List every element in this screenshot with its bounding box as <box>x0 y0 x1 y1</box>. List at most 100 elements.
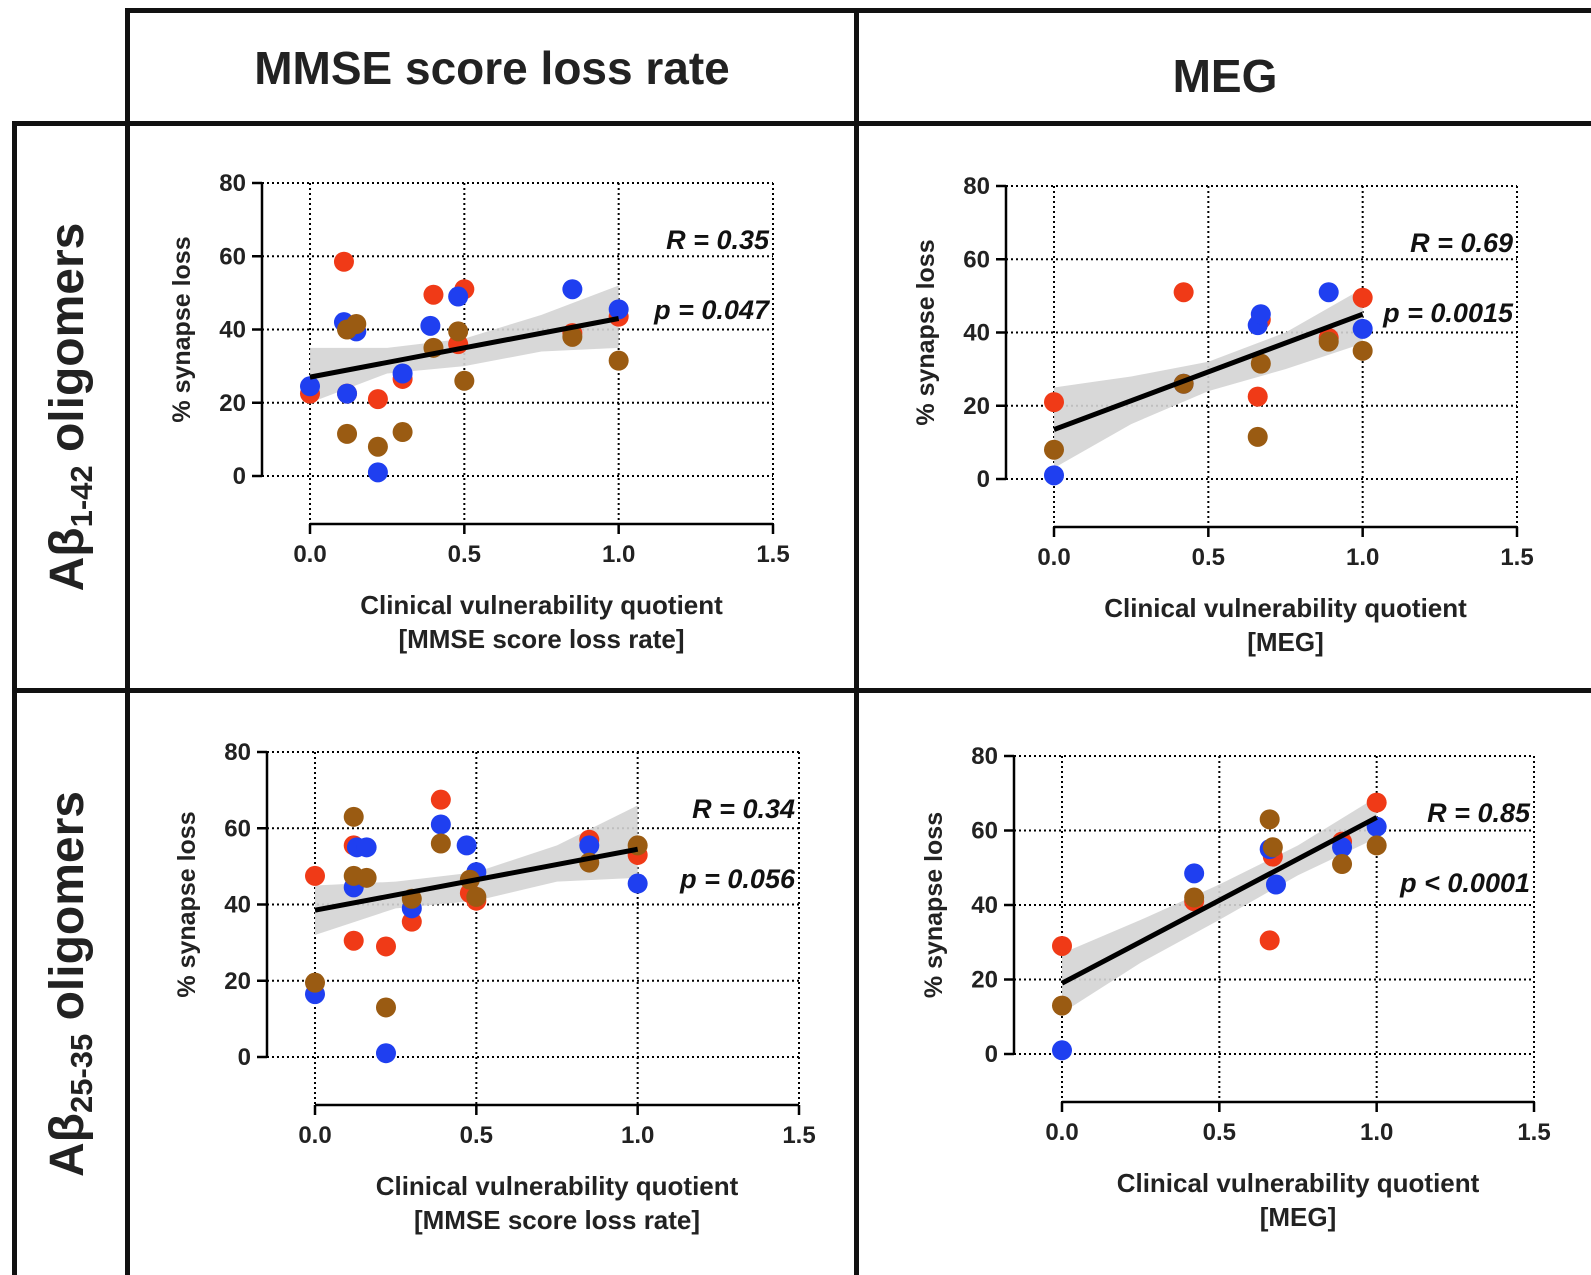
data-point-brown <box>356 867 377 888</box>
regression-line <box>309 316 620 380</box>
data-point-brown <box>392 422 413 443</box>
data-point-blue <box>1352 318 1373 339</box>
chart-svg: 0 20 40 60 80 0.0 0.5 1.0 1.5 % synapse loss Clini… <box>173 739 816 1235</box>
y-axis-label: % synapse loss <box>173 811 201 997</box>
x-tick-label: 0.5 <box>1203 1119 1236 1146</box>
data-point-blue <box>608 299 629 320</box>
p-value-annotation: p < 0.0001 <box>1399 868 1530 898</box>
y-tick-label: 0 <box>238 1044 251 1071</box>
table-border-header-bottom <box>12 121 1591 126</box>
confidence-band <box>315 805 638 935</box>
data-point-blue <box>392 363 413 384</box>
r-value-annotation: R = 0.34 <box>692 794 795 824</box>
data-point-red <box>367 389 388 410</box>
data-point-brown <box>346 314 367 335</box>
data-point-red <box>423 284 444 305</box>
x-axis-label: Clinical vulnerability quotient <box>360 590 723 620</box>
data-point-red <box>1173 282 1194 303</box>
data-point-blue <box>1184 863 1205 884</box>
data-point-red <box>430 789 451 810</box>
x-axis-label: Clinical vulnerability quotient <box>1104 593 1467 623</box>
y-tick-label: 60 <box>219 243 246 270</box>
p-value-annotation: p = 0.047 <box>653 295 771 325</box>
y-tick-label: 80 <box>971 743 998 770</box>
x-tick-label: 1.0 <box>1346 544 1379 571</box>
x-tick-label: 1.0 <box>621 1122 654 1149</box>
data-point-blue <box>356 837 377 858</box>
column-header-meg: MEG <box>1172 50 1278 102</box>
data-point-blue <box>1250 304 1271 325</box>
data-point-blue <box>420 315 441 336</box>
data-point-red <box>305 865 325 886</box>
table-border-left <box>12 121 17 1275</box>
data-point-brown <box>367 436 388 457</box>
y-tick-label: 20 <box>224 968 251 995</box>
data-point-brown <box>375 997 396 1018</box>
data-point-blue <box>579 835 600 856</box>
x-tick-label: 0.5 <box>448 541 481 568</box>
x-tick-label: 0.0 <box>1037 544 1070 571</box>
y-tick-label: 20 <box>971 967 998 994</box>
data-point-brown <box>1318 331 1339 352</box>
data-point-brown <box>608 350 629 371</box>
data-point-brown <box>1184 887 1205 908</box>
column-header-mmse: MMSE score loss rate <box>254 42 730 94</box>
x-tick-label: 1.5 <box>782 1122 815 1149</box>
x-tick-label: 1.5 <box>1500 544 1533 571</box>
y-tick-label: 40 <box>219 317 246 344</box>
data-point-red <box>375 936 396 957</box>
data-point-brown <box>1259 809 1280 830</box>
data-point-brown <box>466 886 487 907</box>
data-point-blue <box>1044 465 1064 486</box>
p-value-annotation: p = 0.056 <box>679 864 796 894</box>
y-tick-label: 80 <box>224 739 251 766</box>
data-point-red <box>1259 930 1280 951</box>
regression-line <box>314 846 639 913</box>
x-axis-label-bracket: [MEG] <box>1247 627 1324 657</box>
data-point-red <box>1352 287 1373 308</box>
data-point-blue <box>1265 874 1286 895</box>
data-point-brown <box>1052 995 1072 1016</box>
y-tick-label: 60 <box>963 246 990 273</box>
regression-line <box>1053 311 1364 432</box>
data-point-red <box>1044 392 1064 413</box>
data-point-blue <box>627 873 648 894</box>
y-tick-label: 0 <box>977 466 990 493</box>
scatter-plot-abeta2535-meg: 0 20 40 60 80 0.0 0.5 1.0 1.5 % synapse loss Clini… <box>880 730 1580 1260</box>
scatter-plot-abeta142-mmse: 0 20 40 60 80 0.0 0.5 1.0 1.5 % synapse loss Clini… <box>140 160 840 680</box>
data-point-blue <box>367 462 388 483</box>
data-point-brown <box>430 833 451 854</box>
x-tick-label: 1.5 <box>756 541 789 568</box>
data-point-blue <box>337 383 358 404</box>
data-point-brown <box>1366 835 1387 856</box>
r-value-annotation: R = 0.35 <box>666 225 770 255</box>
y-axis-label: % synapse loss <box>920 812 948 998</box>
y-tick-label: 60 <box>971 818 998 845</box>
y-tick-label: 0 <box>985 1041 998 1068</box>
data-point-blue <box>448 286 469 307</box>
x-tick-label: 0.5 <box>1192 544 1225 571</box>
row-header-abeta-1-42: Aβ1-42 oligomers <box>41 222 99 592</box>
chart-svg: 0 20 40 60 80 0.0 0.5 1.0 1.5 % synapse loss Clini… <box>168 170 790 654</box>
x-tick-label: 1.0 <box>602 541 635 568</box>
r-value-annotation: R = 0.85 <box>1427 798 1531 828</box>
y-axis-label: % synapse loss <box>912 239 940 425</box>
x-axis-label: Clinical vulnerability quotient <box>1117 1168 1480 1198</box>
data-point-blue <box>300 376 320 397</box>
row-header-abeta-25-35: Aβ25-35 oligomers <box>41 791 99 1177</box>
data-point-brown <box>1352 340 1373 361</box>
data-point-blue <box>1318 282 1339 303</box>
y-tick-label: 20 <box>219 390 246 417</box>
y-tick-label: 80 <box>963 173 990 200</box>
x-tick-label: 0.0 <box>298 1122 331 1149</box>
data-point-brown <box>305 972 325 993</box>
x-axis-label-bracket: [MMSE score loss rate] <box>398 624 684 654</box>
y-tick-label: 40 <box>224 892 251 919</box>
y-tick-label: 80 <box>219 170 246 197</box>
data-point-brown <box>448 321 469 342</box>
table-border-column-divider <box>854 8 859 1275</box>
x-axis-label: Clinical vulnerability quotient <box>376 1171 739 1201</box>
data-point-brown <box>343 806 364 827</box>
x-axis-label-bracket: [MEG] <box>1260 1202 1337 1232</box>
y-tick-label: 40 <box>971 892 998 919</box>
